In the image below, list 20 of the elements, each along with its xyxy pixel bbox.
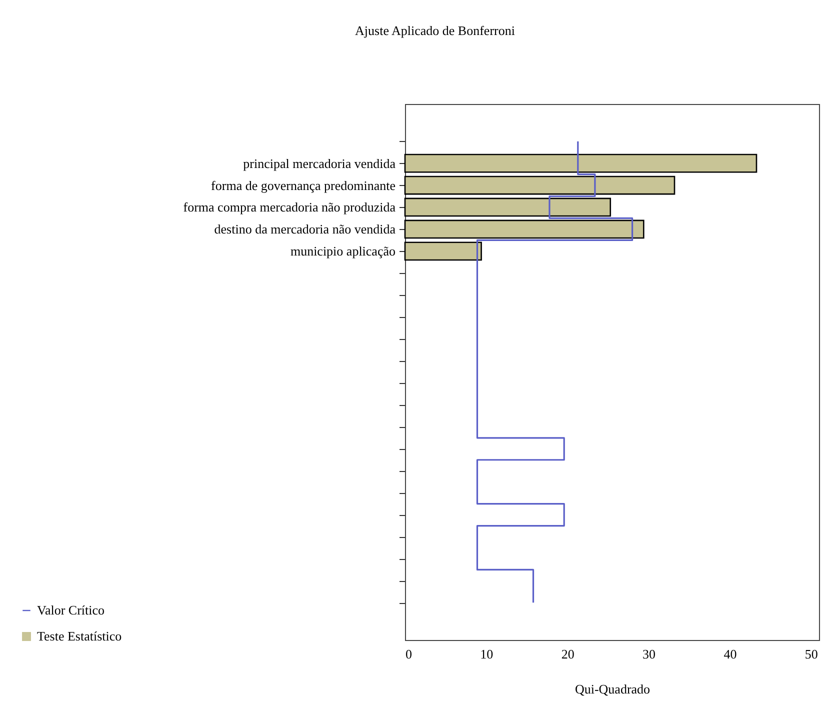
legend-label: Valor Crítico (37, 602, 105, 618)
bar (404, 176, 676, 195)
x-tick-label: 0 (406, 646, 412, 662)
legend-label: Teste Estatístico (37, 628, 122, 644)
x-tick-label: 40 (724, 646, 737, 662)
x-tick-label: 20 (561, 646, 574, 662)
x-tick-label: 50 (804, 646, 818, 662)
chart-title: Ajuste Aplicado de Bonferroni (355, 23, 516, 38)
bar (404, 154, 758, 173)
x-tick-label: 10 (480, 646, 494, 662)
x-axis-title: Qui-Quadrado (574, 682, 650, 696)
y-tick-label: forma compra mercadoria não produzida (183, 200, 396, 215)
x-tick-label: 30 (642, 646, 656, 662)
y-tick-label: destino da mercadoria não vendida (214, 222, 396, 237)
y-tick-label: municipio aplicação (290, 244, 396, 259)
bar (404, 198, 612, 217)
bar (404, 220, 644, 239)
y-tick-label: principal mercadoria vendida (243, 156, 396, 171)
bar (404, 242, 482, 261)
y-tick-label: forma de governança predominante (211, 178, 396, 193)
